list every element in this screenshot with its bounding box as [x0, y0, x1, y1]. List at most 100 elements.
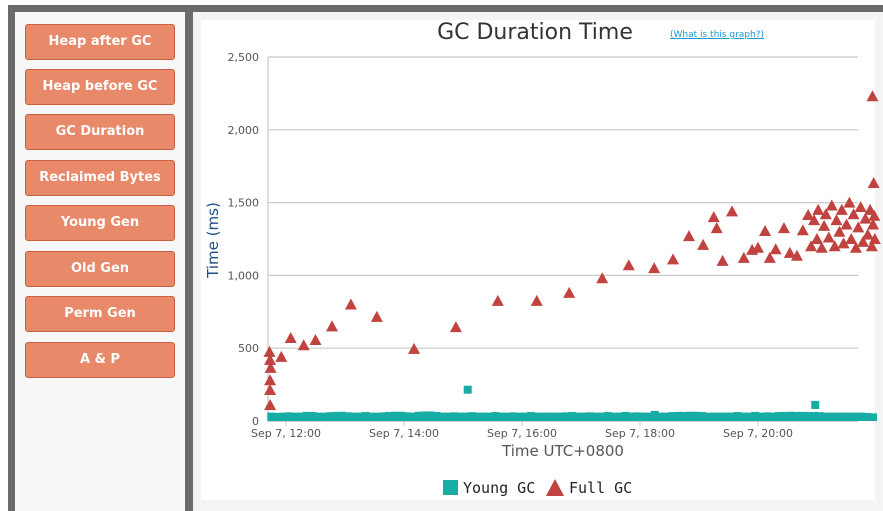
sidebar-button-reclaimed-bytes[interactable]: Reclaimed Bytes — [25, 160, 175, 196]
young-gc-point — [627, 412, 636, 421]
full-gc-point — [808, 214, 821, 226]
full-gc-point — [769, 243, 782, 255]
young-gc-point — [450, 412, 459, 421]
sidebar-button-old-gen[interactable]: Old Gen — [25, 251, 175, 287]
young-gc-point — [739, 412, 748, 421]
young-gc-point — [515, 412, 524, 421]
full-gc-point — [710, 222, 723, 234]
full-gc-point — [867, 176, 880, 188]
young-gc-point — [343, 412, 352, 421]
full-gc-point — [752, 241, 764, 253]
young-gc-point — [633, 412, 642, 421]
young-gc-point — [391, 411, 400, 421]
full-gc-point — [805, 240, 818, 252]
full-gc-point — [622, 259, 635, 271]
young-gc-point — [456, 412, 465, 421]
young-gc-point — [833, 412, 842, 421]
young-gc-point — [526, 412, 535, 421]
young-gc-point — [296, 412, 305, 421]
young-gc-point — [385, 411, 394, 421]
young-gc-point — [615, 412, 624, 421]
full-gc-point — [264, 383, 277, 395]
young-gc-point — [332, 411, 341, 421]
y-tick-label: 2,500 — [228, 51, 260, 64]
full-gc-point — [263, 345, 276, 357]
full-gc-point — [840, 218, 853, 230]
full-gc-point — [865, 240, 878, 252]
full-gc-point — [845, 233, 858, 244]
young-gc-point — [402, 412, 411, 421]
young-gc-point — [308, 412, 317, 421]
young-gc-point — [320, 412, 329, 421]
young-gc-point — [463, 385, 472, 394]
full-gc-point — [819, 208, 832, 220]
full-gc-point — [707, 211, 720, 223]
full-gc-point — [344, 298, 357, 310]
young-gc-point — [786, 411, 795, 421]
full-gc-point — [866, 90, 879, 102]
full-gc-point — [737, 251, 750, 263]
legend-young-gc-icon — [443, 480, 458, 495]
full-gc-point — [849, 241, 862, 253]
young-gc-point — [780, 411, 789, 421]
young-gc-point — [579, 412, 588, 421]
young-gc-point — [473, 412, 482, 421]
young-gc-point — [438, 412, 447, 421]
full-gc-point — [667, 253, 680, 265]
young-gc-point — [538, 412, 547, 421]
young-gc-point — [609, 412, 618, 421]
sidebar-button-heap-after-gc[interactable]: Heap after GC — [25, 24, 175, 60]
y-tick-label: 2,000 — [228, 124, 260, 137]
young-gc-point — [751, 411, 760, 421]
chart-title: GC Duration Time — [437, 20, 633, 45]
young-gc-point — [479, 412, 488, 421]
young-gc-point — [680, 411, 689, 421]
young-gc-point — [762, 412, 771, 421]
young-gc-point — [497, 412, 506, 421]
full-gc-point — [759, 224, 772, 236]
young-gc-point — [668, 412, 677, 421]
full-gc-point — [835, 203, 848, 215]
young-gc-point — [408, 412, 417, 421]
young-gc-point — [745, 412, 754, 421]
young-gc-point — [603, 412, 612, 421]
sidebar-button-young-gen[interactable]: Young Gen — [25, 205, 175, 241]
sidebar-button-gc-duration[interactable]: GC Duration — [25, 114, 175, 150]
young-gc-point — [804, 412, 813, 421]
sidebar-button-a-p[interactable]: A & P — [25, 342, 175, 378]
young-gc-point — [644, 412, 653, 421]
young-gc-point — [520, 412, 529, 421]
young-gc-point — [503, 412, 512, 421]
young-gc-point — [869, 413, 878, 421]
young-gc-point — [485, 412, 494, 421]
full-gc-point — [783, 246, 796, 258]
x-tick-label: Sep 7, 12:00 — [251, 427, 321, 440]
young-gc-point — [815, 412, 824, 421]
full-gc-point — [530, 294, 543, 306]
full-gc-point — [697, 238, 710, 250]
full-gc-point — [326, 320, 339, 332]
full-gc-point — [868, 209, 881, 221]
sidebar-button-perm-gen[interactable]: Perm Gen — [25, 296, 175, 332]
x-axis-title: Time UTC+0800 — [501, 442, 624, 460]
young-gc-point — [532, 412, 541, 421]
young-gc-point — [302, 411, 311, 421]
sidebar-button-heap-before-gc[interactable]: Heap before GC — [25, 69, 175, 105]
young-gc-point — [650, 410, 659, 421]
full-gc-point — [857, 235, 870, 247]
full-gc-point — [763, 251, 776, 263]
young-gc-point — [674, 411, 683, 421]
full-gc-point — [408, 342, 421, 354]
full-gc-point — [449, 321, 462, 333]
young-gc-point — [467, 412, 476, 421]
young-gc-point — [692, 411, 701, 421]
what-is-this-graph-link[interactable]: (What is this graph?) — [670, 30, 764, 40]
full-gc-point — [370, 310, 383, 322]
young-gc-point — [367, 412, 376, 421]
young-gc-point — [509, 412, 518, 421]
legend-full-gc-icon — [546, 479, 564, 496]
full-gc-point — [815, 241, 828, 253]
full-gc-point — [491, 294, 504, 306]
young-gc-point — [768, 412, 777, 421]
